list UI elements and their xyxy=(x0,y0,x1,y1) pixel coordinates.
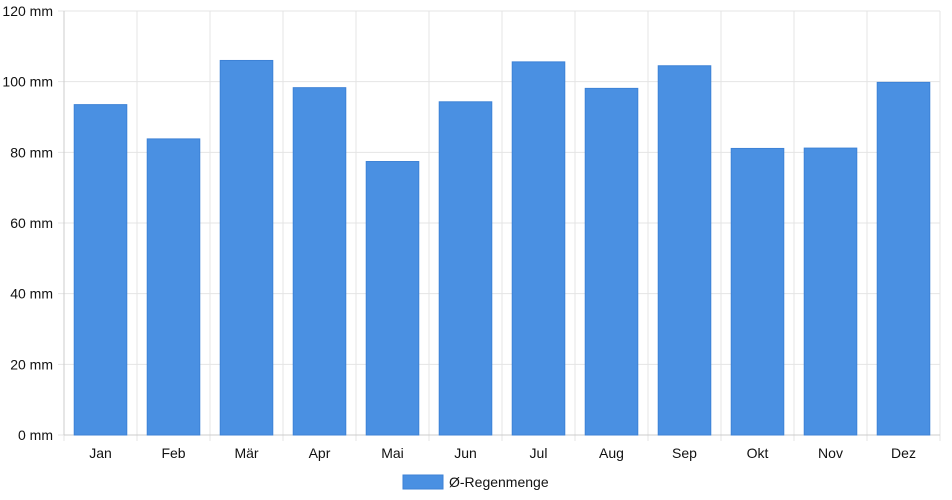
y-tick-label: 0 mm xyxy=(18,427,53,443)
bar-feb[interactable] xyxy=(146,138,201,436)
bars xyxy=(73,59,931,436)
y-tick-label: 60 mm xyxy=(10,215,53,231)
grid xyxy=(58,10,941,441)
bar-nov[interactable] xyxy=(803,147,858,436)
x-tick-label: Mai xyxy=(381,445,404,461)
x-tick-label: Nov xyxy=(818,445,843,461)
x-tick-label: Mär xyxy=(234,445,258,461)
bar-sep[interactable] xyxy=(657,65,712,436)
y-tick-label: 100 mm xyxy=(2,74,53,90)
x-tick-label: Apr xyxy=(309,445,331,461)
y-tick-label: 80 mm xyxy=(10,144,53,160)
x-axis-ticks: Jan Feb Mär Apr Mai Jun Jul Aug Sep Okt Nov Dez xyxy=(89,445,916,461)
x-tick-label: Jul xyxy=(530,445,548,461)
bar-jun[interactable] xyxy=(438,101,493,436)
y-axis-ticks: 0 mm 20 mm 40 mm 60 mm 80 mm 100 mm 120 mm xyxy=(2,3,53,443)
legend-swatch[interactable] xyxy=(402,474,444,490)
bar-dez[interactable] xyxy=(876,81,931,436)
bar-apr[interactable] xyxy=(292,87,347,436)
legend[interactable]: Ø-Regenmenge xyxy=(402,474,549,490)
y-tick-label: 40 mm xyxy=(10,286,53,302)
bar-okt[interactable] xyxy=(730,147,785,436)
x-tick-label: Aug xyxy=(599,445,624,461)
y-tick-label: 20 mm xyxy=(10,356,53,372)
x-tick-label: Jun xyxy=(454,445,477,461)
bar-jul[interactable] xyxy=(511,61,566,436)
legend-label[interactable]: Ø-Regenmenge xyxy=(449,474,549,490)
x-tick-label: Dez xyxy=(891,445,916,461)
x-tick-label: Feb xyxy=(161,445,185,461)
y-tick-label: 120 mm xyxy=(2,3,53,19)
bar-jan[interactable] xyxy=(73,104,128,436)
x-tick-label: Okt xyxy=(747,445,769,461)
bar-aug[interactable] xyxy=(584,87,639,436)
x-tick-label: Jan xyxy=(89,445,112,461)
x-tick-label: Sep xyxy=(672,445,697,461)
bar-mai[interactable] xyxy=(365,161,420,436)
bar-mär[interactable] xyxy=(219,59,274,436)
